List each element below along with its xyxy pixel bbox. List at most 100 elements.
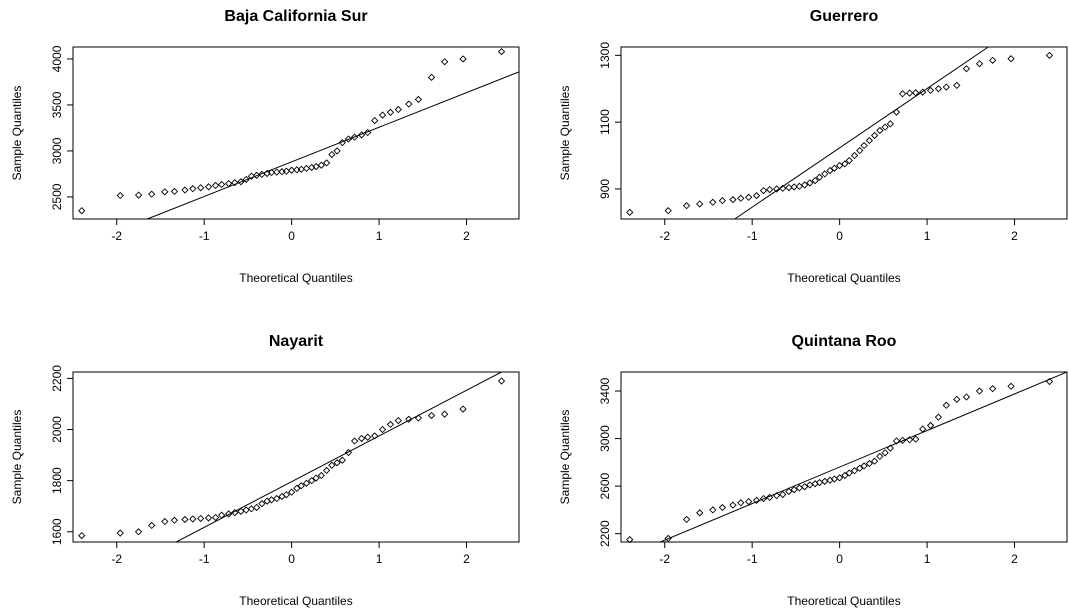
- data-point: [835, 161, 844, 170]
- data-point: [148, 190, 156, 198]
- data-point: [1007, 55, 1015, 63]
- data-point: [328, 150, 336, 159]
- data-point: [892, 108, 901, 116]
- y-tick-label: 2200: [50, 365, 64, 392]
- data-point: [116, 529, 124, 537]
- x-tick-label: 0: [836, 229, 843, 243]
- data-point: [394, 416, 402, 425]
- plot-frame: [72, 371, 520, 543]
- y-tick-label: 3000: [50, 137, 64, 164]
- x-tick-label: -2: [111, 229, 122, 243]
- y-axis-label: Sample Quantiles: [558, 410, 572, 505]
- data-point: [953, 395, 961, 403]
- data-point: [267, 168, 276, 177]
- data-point: [350, 437, 359, 445]
- data-point: [892, 437, 901, 445]
- data-point: [427, 73, 436, 81]
- data-point: [1045, 51, 1054, 59]
- data-point: [821, 170, 829, 178]
- qq-reference-line: [147, 71, 519, 219]
- data-point: [1007, 382, 1015, 390]
- data-point: [737, 499, 745, 507]
- data-point: [886, 444, 894, 452]
- data-point: [204, 514, 213, 522]
- data-point: [211, 181, 220, 190]
- x-tick-label: -1: [199, 552, 210, 566]
- data-point: [682, 202, 691, 210]
- data-point: [962, 65, 971, 73]
- y-tick-label: 2600: [598, 472, 612, 499]
- data-point: [497, 47, 506, 56]
- data-point: [148, 521, 156, 530]
- data-point: [333, 459, 341, 467]
- y-tick-label: 2200: [598, 520, 612, 547]
- data-point: [78, 531, 86, 540]
- data-point: [293, 484, 301, 492]
- data-point: [414, 414, 423, 422]
- panel-title: Baja California Sur: [224, 8, 367, 25]
- data-point: [405, 415, 413, 423]
- data-point: [497, 377, 506, 385]
- data-point: [737, 194, 745, 202]
- data-point: [881, 123, 889, 131]
- data-point: [1045, 377, 1054, 386]
- x-axis-label: Theoretical Quantiles: [787, 271, 900, 285]
- data-point: [841, 160, 849, 168]
- data-point: [218, 180, 226, 189]
- y-tick-label: 1800: [50, 467, 64, 494]
- data-point: [860, 141, 868, 150]
- data-point: [242, 175, 250, 184]
- x-tick-label: 2: [463, 229, 470, 243]
- data-point: [253, 503, 261, 512]
- data-point: [78, 207, 86, 215]
- data-point: [870, 131, 879, 140]
- x-tick-label: 0: [836, 552, 843, 566]
- data-point: [826, 166, 834, 175]
- data-point: [161, 188, 169, 196]
- data-point: [328, 461, 336, 469]
- data-point: [912, 435, 920, 443]
- data-point: [926, 421, 935, 430]
- x-tick-label: 1: [376, 552, 383, 566]
- y-tick-label: 3500: [50, 91, 64, 118]
- data-point: [962, 393, 971, 401]
- data-point: [405, 100, 413, 108]
- data-point: [170, 187, 179, 196]
- data-point: [344, 135, 353, 143]
- data-point: [718, 503, 727, 512]
- data-point: [333, 147, 341, 155]
- data-point: [287, 166, 296, 174]
- data-point: [856, 146, 864, 155]
- data-point: [282, 491, 291, 499]
- data-point: [626, 535, 634, 544]
- plot-frame: [620, 46, 1068, 220]
- data-point: [785, 183, 793, 192]
- data-point: [752, 496, 761, 505]
- data-point: [898, 90, 907, 98]
- y-axis-label: Sample Quantiles: [10, 410, 24, 505]
- data-point: [709, 506, 717, 514]
- data-point: [870, 457, 879, 465]
- data-point: [317, 471, 325, 480]
- data-point: [779, 184, 787, 192]
- data-point: [682, 515, 691, 524]
- data-point: [801, 483, 809, 491]
- data-point: [394, 105, 402, 114]
- data-point: [696, 200, 704, 208]
- data-point: [371, 116, 379, 125]
- data-point: [181, 515, 189, 524]
- x-tick-label: -2: [659, 552, 670, 566]
- x-tick-label: -1: [747, 229, 758, 243]
- data-point: [876, 126, 884, 135]
- data-point: [459, 405, 467, 413]
- x-tick-label: 0: [288, 552, 295, 566]
- data-point: [759, 186, 768, 195]
- data-point: [302, 479, 311, 487]
- data-point: [197, 184, 205, 192]
- x-tick-label: -1: [747, 552, 758, 566]
- data-point: [898, 436, 907, 444]
- data-point: [975, 387, 984, 395]
- data-point: [664, 207, 672, 215]
- qq-panel: Guerrero -2 -1 0 1 2 900 1100 1300 Theoretical Qu…: [558, 8, 1068, 285]
- data-point: [745, 193, 753, 201]
